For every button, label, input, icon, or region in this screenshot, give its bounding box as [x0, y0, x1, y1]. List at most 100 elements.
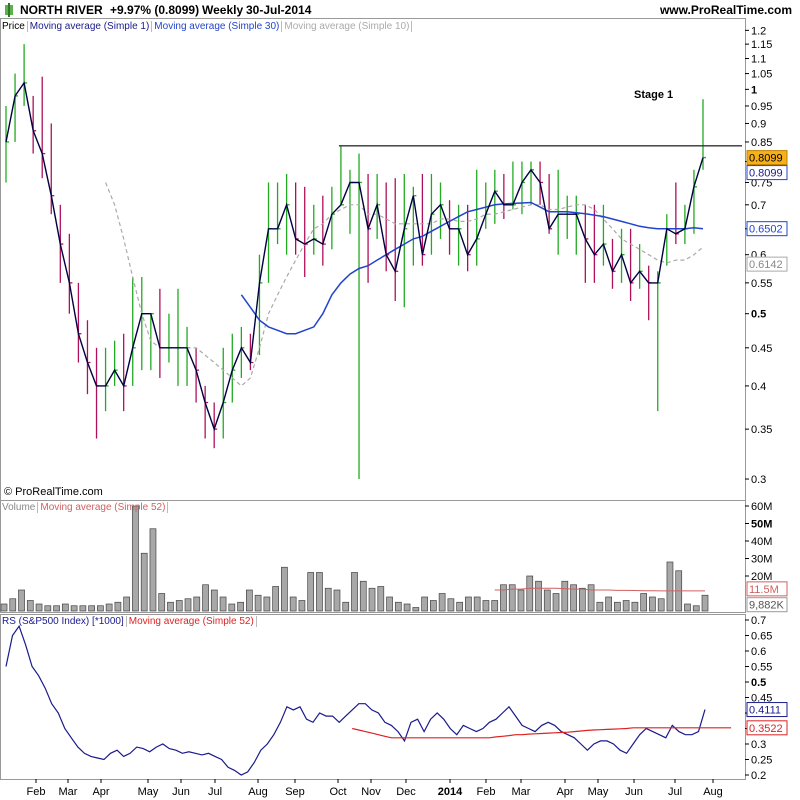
volume-bar [526, 575, 534, 612]
x-tick-label: Feb [477, 786, 496, 798]
volume-bar [193, 596, 201, 612]
volume-bar [167, 601, 174, 612]
volume-bar [377, 586, 385, 612]
volume-tick-label: 60M [751, 501, 772, 513]
volume-bar [246, 589, 253, 612]
rs-tick-label: 0.3 [751, 739, 766, 751]
volume-bar [202, 584, 209, 612]
ma30-tag-box [746, 221, 788, 237]
period-label: Weekly [202, 3, 244, 17]
volume-label[interactable]: Volume [0, 502, 39, 513]
close-tag-box [746, 165, 788, 181]
volume-bar [570, 584, 577, 612]
volume-bar [281, 566, 288, 612]
volume-tick-label: 30M [751, 554, 772, 566]
date-label: 30-Jul-2014 [246, 3, 312, 17]
volume-bar [403, 603, 411, 612]
volume-bar [307, 572, 315, 612]
volume-bar [26, 600, 34, 612]
rs-ma-label[interactable]: Moving average (Simple 52) [126, 616, 257, 627]
volume-bar [517, 589, 525, 612]
volume-bar [552, 593, 560, 612]
volume-bar [184, 598, 192, 612]
rs-tick-label: 0.25 [751, 755, 772, 767]
volume-bar [219, 596, 227, 612]
stage-annotation: Stage 1 [634, 89, 673, 101]
price-tick-label: 0.9 [751, 118, 766, 130]
volume-bar [500, 584, 507, 612]
price-tick-label: 1.1 [751, 54, 766, 66]
copyright-label: © ProRealTime.com [4, 486, 103, 498]
volume-bar [438, 593, 446, 612]
volume-bar [351, 572, 358, 612]
rs-label[interactable]: RS (S&P500 Index) [*1000] [0, 616, 127, 627]
rs-tick-label: 0.5 [751, 677, 766, 689]
rs-panel-legend: RS (S&P500 Index) [*1000] Moving average … [0, 615, 257, 628]
ma30-label[interactable]: Moving average (Simple 30) [152, 21, 283, 32]
ma1-label[interactable]: Moving average (Simple 1) [27, 21, 153, 32]
volume-bar [614, 601, 621, 612]
volume-bar [342, 601, 350, 612]
volume-bar [412, 607, 420, 612]
chart-header: NORTH RIVER +9.97% (0.8099) Weekly 30-Ju… [0, 0, 800, 18]
volume-bar [535, 580, 542, 612]
volume-bar [61, 603, 69, 612]
volume-bar [0, 603, 8, 612]
site-link[interactable]: www.ProRealTime.com [659, 3, 792, 17]
volume-bar [237, 601, 244, 612]
volume-bar [70, 605, 78, 612]
volume-last-tag: 9,882K [749, 600, 785, 612]
volume-bar [640, 593, 648, 612]
volume-bar [587, 584, 595, 612]
volume-bar [394, 601, 402, 612]
volume-bar [289, 596, 297, 612]
ticker-label: NORTH RIVER [20, 3, 103, 17]
volume-bar [9, 598, 17, 612]
volume-bar [97, 605, 104, 612]
x-tick-label: Aug [248, 786, 268, 798]
volume-bar [263, 596, 271, 612]
x-tick-label: Aug [703, 786, 723, 798]
x-tick-label: Oct [329, 786, 346, 798]
volume-bar [465, 596, 472, 612]
rs-line [5, 624, 706, 776]
price-label[interactable]: Price [0, 21, 28, 32]
volume-bar [368, 587, 376, 612]
volume-bar [44, 605, 52, 612]
volume-tick-label: 50M [751, 519, 772, 531]
price-tick-label: 1.2 [751, 25, 766, 37]
rs-ma-tag-box [746, 720, 788, 736]
up-arrow-icon [2, 3, 16, 20]
volume-bar [316, 572, 323, 612]
last-price-tag: 0.8099 [749, 153, 783, 165]
x-tick-label: 2014 [438, 786, 463, 798]
rs-tick-label: 0.2 [751, 770, 766, 782]
x-tick-label: Nov [361, 786, 381, 798]
volume-bar [596, 601, 604, 612]
volume-bar [149, 528, 157, 612]
volume-bar [272, 586, 279, 612]
volume-bar [561, 580, 569, 612]
volume-bar [684, 603, 691, 612]
volume-bar [622, 600, 630, 612]
volume-bar [605, 596, 612, 612]
x-tick-label: Feb [27, 786, 46, 798]
volume-bar [298, 600, 306, 612]
ma10-label[interactable]: Moving average (Simple 10) [282, 21, 413, 32]
rs-ma-tag: 0.3522 [749, 723, 783, 735]
x-tick-label: Mar [59, 786, 78, 798]
volume-bar [430, 600, 437, 612]
volume-bar [386, 596, 393, 612]
ma30-line [240, 201, 704, 335]
x-tick-label: Apr [92, 786, 109, 798]
rs-tick-label: 0.7 [751, 615, 766, 627]
volume-ma-tag: 11.5M [749, 584, 779, 596]
volume-bar [254, 594, 262, 612]
volume-ma-label[interactable]: Moving average (Simple 52) [38, 502, 169, 513]
volume-bar [333, 589, 341, 612]
price-tick-label: 0.4 [751, 381, 766, 393]
price-tick-label: 0.75 [751, 177, 772, 189]
rs-last-tag: 0.4111 [749, 705, 781, 717]
volume-bar [543, 589, 551, 612]
